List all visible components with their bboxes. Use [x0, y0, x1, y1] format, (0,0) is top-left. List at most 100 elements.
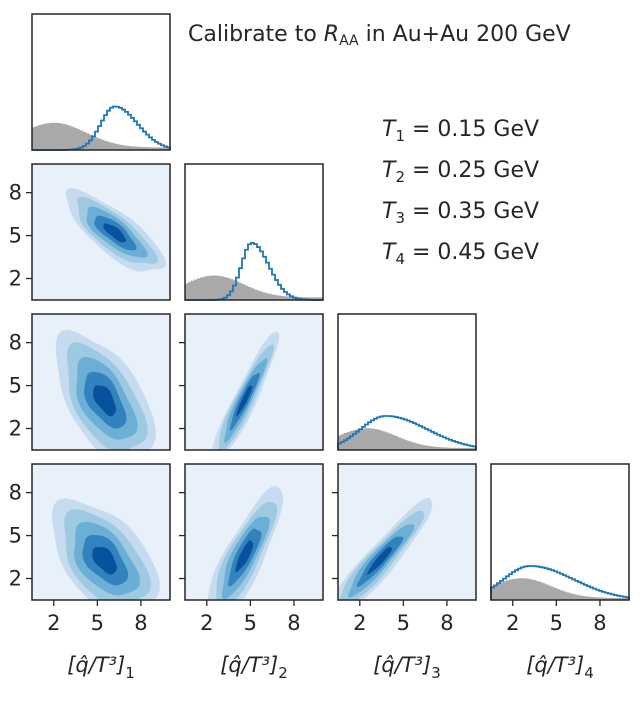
prior-bar	[494, 584, 498, 600]
prior-bar	[551, 586, 555, 600]
x-tick-label: 8	[134, 611, 147, 635]
prior-bar	[605, 597, 609, 600]
prior-bar	[272, 294, 276, 300]
prior-bar	[215, 275, 219, 300]
prior-bar	[128, 146, 132, 150]
prior-bar	[62, 123, 66, 150]
y-tick-label: 8	[9, 481, 22, 505]
prior-bar	[548, 585, 552, 600]
prior-bar	[275, 295, 279, 300]
prior-bar	[65, 124, 69, 150]
prior-bar	[47, 123, 51, 150]
prior-bar	[419, 444, 423, 450]
prior-bar	[245, 285, 249, 300]
contour-group	[51, 498, 160, 600]
prior-bar	[620, 597, 624, 600]
prior-bar	[581, 595, 585, 600]
prior-bar	[590, 596, 594, 600]
temperature-label-2: T2 = 0.25 GeV	[382, 158, 539, 186]
prior-bar	[596, 597, 600, 600]
prior-bar	[347, 431, 351, 450]
y-tick-label: 5	[9, 374, 22, 398]
prior-bar	[146, 147, 150, 150]
prior-bar	[200, 277, 204, 300]
prior-bar	[311, 297, 315, 300]
marginal-panel-4	[490, 463, 630, 601]
prior-bar	[371, 428, 375, 450]
prior-bar	[515, 578, 519, 600]
prior-bar	[119, 144, 123, 150]
prior-bar	[359, 428, 363, 450]
prior-bar	[149, 147, 153, 150]
prior-bar	[143, 147, 147, 150]
prior-bar	[461, 447, 465, 450]
posterior-step-line	[490, 565, 630, 600]
marginal-frame	[490, 463, 630, 601]
prior-bar	[374, 429, 378, 450]
prior-bar	[425, 445, 429, 450]
prior-bar	[386, 432, 390, 450]
joint-frame	[184, 463, 324, 601]
marginal-frame	[184, 163, 324, 301]
prior-bar	[56, 122, 60, 150]
marginal-frame	[337, 313, 477, 451]
prior-bar	[167, 147, 171, 150]
prior-bar	[440, 447, 444, 450]
prior-bar	[557, 589, 561, 600]
contour-level-5	[93, 385, 116, 417]
joint-frame	[31, 163, 171, 301]
x-axis-label-1: [q̂/T³]1	[67, 653, 135, 682]
prior-bar	[380, 430, 384, 450]
prior-bar	[404, 439, 408, 450]
prior-bar	[518, 578, 522, 600]
prior-bar	[290, 296, 294, 300]
prior-bar	[530, 579, 534, 600]
prior-bar	[509, 579, 513, 600]
prior-bar	[416, 443, 420, 450]
x-tick-label: 5	[550, 611, 563, 635]
prior-bar	[401, 438, 405, 450]
prior-bar	[158, 147, 162, 150]
prior-bar	[278, 295, 282, 300]
prior-bar	[428, 446, 432, 450]
x-tick-label: 8	[440, 611, 453, 635]
prior-bar	[50, 122, 54, 150]
x-axis-label-2: [q̂/T³]2	[220, 653, 288, 682]
prior-bar	[491, 585, 495, 600]
y-tick-label: 5	[9, 524, 22, 548]
prior-bar	[320, 297, 324, 300]
prior-bar	[536, 581, 540, 600]
prior-bar	[221, 276, 225, 300]
prior-bar	[527, 578, 531, 600]
x-tick-label: 5	[244, 611, 257, 635]
prior-bar	[458, 447, 462, 450]
prior-bar	[140, 146, 144, 150]
prior-bar	[611, 597, 615, 600]
prior-bar	[566, 592, 570, 600]
prior-bar	[68, 125, 72, 150]
x-axis-label-3: [q̂/T³]3	[373, 653, 441, 682]
prior-bar	[194, 279, 198, 300]
prior-bar	[464, 447, 468, 450]
contour-level-5	[235, 540, 254, 573]
prior-bar	[389, 433, 393, 450]
posterior-step-line	[337, 415, 477, 450]
y-tick-label: 5	[9, 224, 22, 248]
prior-bar	[227, 278, 231, 300]
prior-bar	[473, 448, 477, 450]
prior-bar	[578, 595, 582, 600]
contour-group	[212, 331, 280, 450]
prior-bar	[77, 129, 81, 150]
joint-frame	[184, 313, 324, 451]
prior-bar	[104, 140, 108, 150]
labels-layer: Calibrate to RAA in Au+Au 200 GeV 2 5 8 2 5 8…	[9, 22, 607, 682]
x-axis-label-4: [q̂/T³]4	[526, 653, 594, 682]
prior-bar	[239, 282, 243, 300]
joint-panel-1-2	[31, 163, 171, 301]
panels-layer	[26, 13, 630, 606]
prior-bar	[284, 296, 288, 300]
prior-bar	[95, 137, 99, 150]
prior-bar	[257, 290, 261, 300]
prior-bar	[602, 597, 606, 600]
prior-bar	[560, 590, 564, 600]
